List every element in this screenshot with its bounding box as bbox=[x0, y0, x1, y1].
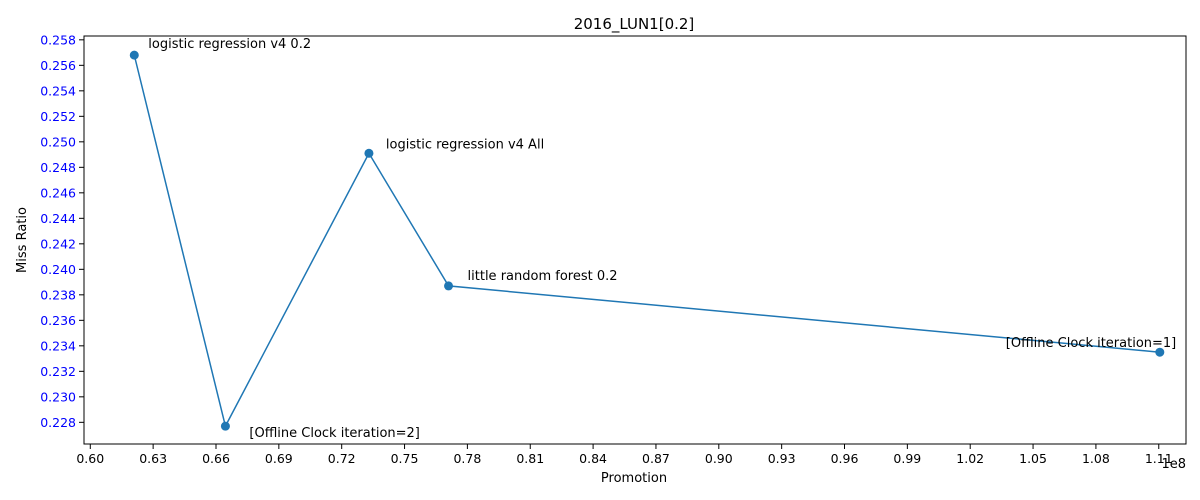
point-annotation: logistic regression v4 All bbox=[386, 137, 544, 152]
y-tick-label: 0.258 bbox=[40, 32, 76, 47]
y-tick-label: 0.230 bbox=[40, 389, 76, 404]
y-axis-title: Miss Ratio bbox=[15, 207, 30, 273]
x-offset-label: 1e8 bbox=[1161, 457, 1186, 472]
point-annotation: logistic regression v4 0.2 bbox=[148, 37, 311, 52]
x-tick-label: 1.05 bbox=[1019, 451, 1047, 466]
y-tick-label: 0.234 bbox=[40, 338, 76, 353]
y-tick-label: 0.244 bbox=[40, 211, 76, 226]
y-tick-label: 0.236 bbox=[40, 313, 76, 328]
x-tick-label: 0.60 bbox=[76, 451, 104, 466]
point-annotation: [Offline Clock iteration=2] bbox=[249, 426, 419, 441]
plot-area bbox=[83, 35, 1187, 445]
x-tick-label: 0.69 bbox=[265, 451, 293, 466]
x-tick-label: 0.66 bbox=[202, 451, 230, 466]
y-tick-label: 0.254 bbox=[40, 83, 76, 98]
y-tick-label: 0.248 bbox=[40, 160, 76, 175]
x-tick-label: 0.99 bbox=[893, 451, 921, 466]
x-axis-title: Promotion bbox=[601, 471, 667, 486]
x-tick-label: 0.63 bbox=[139, 451, 167, 466]
y-tick-label: 0.238 bbox=[40, 287, 76, 302]
x-tick-label: 1.11 bbox=[1145, 451, 1173, 466]
point-annotation: [Offline Clock iteration=1] bbox=[1006, 336, 1176, 351]
x-tick-label: 0.78 bbox=[453, 451, 481, 466]
x-tick-label: 1.02 bbox=[956, 451, 984, 466]
x-tick-label: 0.96 bbox=[831, 451, 859, 466]
y-tick-label: 0.252 bbox=[40, 109, 76, 124]
point-annotation: little random forest 0.2 bbox=[468, 269, 618, 284]
x-axis: 0.60 0.63 0.66 0.69 0.72 0.75 0.78 0.81 0.84 0.87… bbox=[76, 444, 1173, 466]
x-tick-label: 0.75 bbox=[391, 451, 419, 466]
data-point bbox=[129, 50, 139, 60]
y-tick-label: 0.232 bbox=[40, 364, 76, 379]
series-group: logistic regression v4 0.2 [Offline Clock… bbox=[129, 37, 1176, 441]
y-tick-label: 0.240 bbox=[40, 262, 76, 277]
x-tick-label: 1.08 bbox=[1082, 451, 1110, 466]
y-tick-label: 0.256 bbox=[40, 58, 76, 73]
y-tick-label: 0.250 bbox=[40, 134, 76, 149]
x-tick-label: 0.87 bbox=[642, 451, 670, 466]
data-point bbox=[364, 148, 374, 158]
x-tick-label: 0.81 bbox=[516, 451, 544, 466]
y-tick-label: 0.228 bbox=[40, 415, 76, 430]
x-tick-label: 0.84 bbox=[579, 451, 607, 466]
y-tick-label: 0.246 bbox=[40, 185, 76, 200]
data-point bbox=[1155, 347, 1165, 357]
data-point bbox=[444, 281, 454, 291]
y-tick-label: 0.242 bbox=[40, 236, 76, 251]
x-tick-label: 0.90 bbox=[705, 451, 733, 466]
y-axis: 0.228 0.230 0.232 0.234 0.236 0.238 0.240 0.242… bbox=[40, 32, 84, 430]
series-line bbox=[133, 54, 1160, 429]
chart-title: 2016_LUN1[0.2] bbox=[574, 15, 695, 34]
data-point bbox=[220, 421, 230, 431]
x-tick-label: 0.93 bbox=[768, 451, 796, 466]
x-tick-label: 0.72 bbox=[328, 451, 356, 466]
